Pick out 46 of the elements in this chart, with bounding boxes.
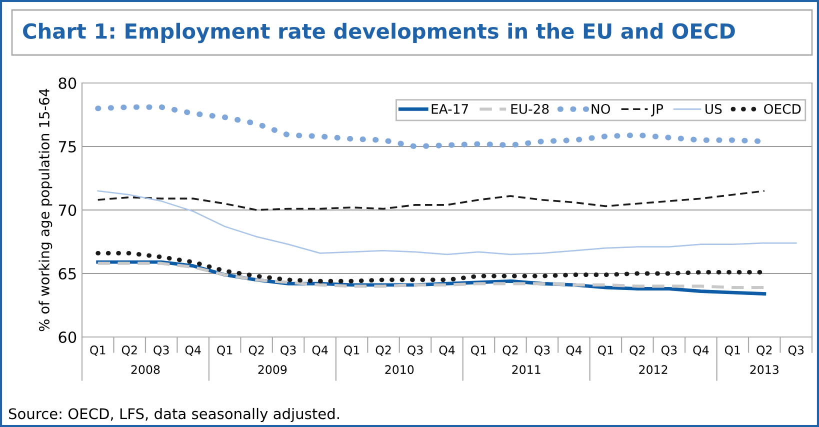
text: 2013 [750, 365, 778, 374]
x-tick-label: Q1 [217, 346, 232, 356]
text: 2009 [258, 365, 287, 374]
x-tick-label: Q1 [90, 346, 106, 356]
text: 2010 [385, 365, 414, 374]
x-tick-label: Q2 [756, 346, 772, 356]
x-tick-label: Q1 [471, 346, 486, 356]
x-tick-label: Q3 [661, 346, 677, 356]
line-series [96, 190, 766, 211]
y-axis-title: % of working age population 15-64 [38, 88, 52, 332]
x-tick-label: Q2 [630, 346, 645, 356]
x-tick-label: Q3 [280, 346, 296, 356]
x-tick-label: Q1 [724, 346, 740, 356]
legend-label: OECD [764, 104, 801, 114]
x-tick-label: Q1 [598, 346, 614, 356]
x-tick-label: Q2 [122, 346, 137, 356]
x-tick-label: Q4 [312, 346, 328, 356]
y-tick-label: 65 [58, 268, 76, 280]
legend-label: NO [592, 104, 610, 114]
x-tick-label: Q3 [534, 346, 550, 356]
x-tick-label: Q3 [154, 346, 169, 356]
x-tick-label: Q4 [185, 346, 201, 356]
text: 2008 [131, 365, 160, 374]
legend-label: US [706, 104, 722, 114]
legend-label: EA-17 [432, 104, 468, 114]
x-tick-label: Q2 [248, 346, 264, 356]
x-tick-label: Q3 [408, 346, 423, 356]
x-tick-label: Q4 [439, 346, 455, 356]
chart-title: Chart 1: Employment rate developments in the EU and OECD [23, 22, 735, 44]
legend-label: JP [650, 104, 664, 116]
x-tick-label: Q4 [693, 346, 709, 356]
x-tick-label: Q2 [502, 346, 518, 356]
text: 2012 [639, 365, 668, 374]
y-tick-label: 70 [58, 204, 76, 216]
y-tick-label: 80 [58, 77, 76, 90]
x-tick-label: Q4 [566, 346, 582, 356]
source-note: Source: OECD, LFS, data seasonally adjusted. [8, 408, 339, 422]
line-series [96, 262, 766, 289]
x-tick-label: Q2 [376, 346, 391, 356]
legend-label: EU-28 [511, 104, 549, 114]
y-tick-label: 75 [58, 141, 76, 153]
text: 2011 [512, 365, 540, 374]
x-tick-label: Q1 [344, 346, 360, 356]
x-tick-label: Q3 [788, 346, 804, 356]
line-series [97, 190, 797, 256]
y-tick-label: 60 [58, 331, 76, 344]
